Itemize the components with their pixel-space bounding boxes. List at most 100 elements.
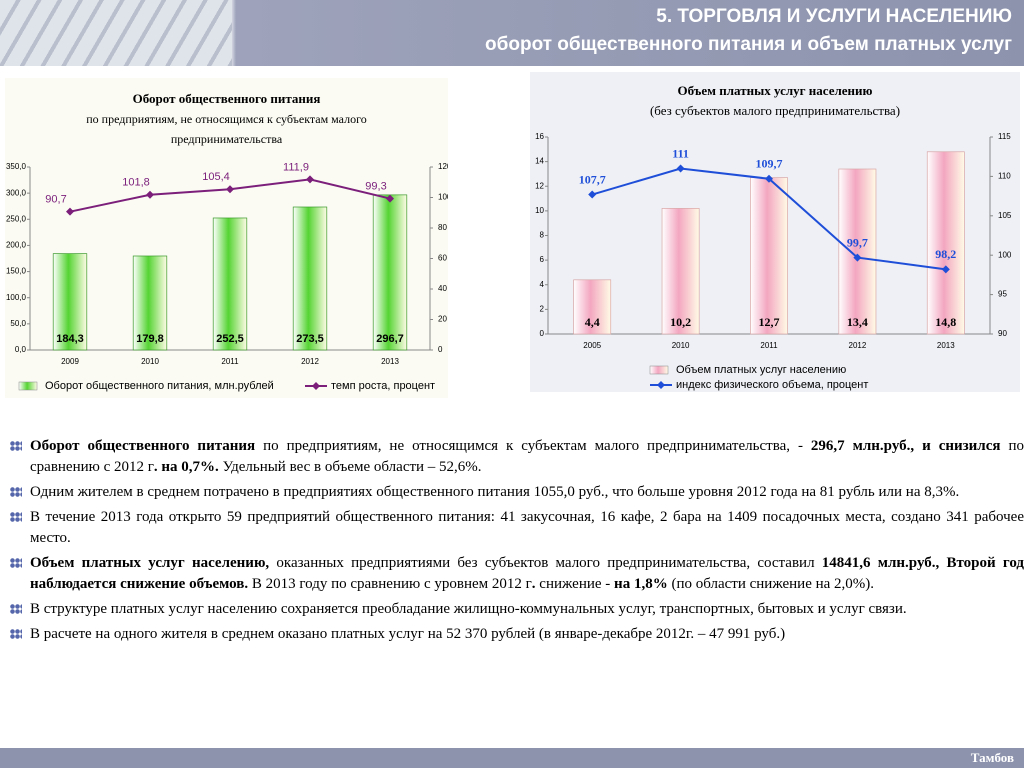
text-run: оказанных предприятиями без субъектов ма… bbox=[269, 555, 822, 571]
y2-tick-label: 40 bbox=[438, 284, 447, 293]
bar bbox=[212, 217, 248, 351]
y-tick-label: 300,0 bbox=[6, 188, 27, 197]
text-run: . на 0,7%. bbox=[153, 459, 219, 475]
line-marker bbox=[66, 207, 74, 216]
y-tick-label: 150,0 bbox=[6, 267, 27, 276]
chart-subtitle: (без субъектов малого предпринимательств… bbox=[650, 103, 900, 118]
bar-label: 296,7 bbox=[376, 333, 404, 345]
y2-tick-label: 120 bbox=[438, 162, 448, 171]
text-run: снижение - bbox=[535, 576, 615, 592]
line-marker bbox=[853, 253, 862, 262]
bar-label: 179,8 bbox=[136, 333, 164, 345]
chart: Объем платных услуг населению (без субъек… bbox=[530, 72, 1020, 392]
y-tick-label: 250,0 bbox=[6, 214, 27, 223]
bar-label: 252,5 bbox=[216, 333, 244, 345]
chart-title: Объем платных услуг населению bbox=[678, 83, 873, 98]
y-tick-label: 12 bbox=[535, 181, 544, 190]
bar bbox=[292, 206, 328, 351]
y2-tick-label: 100 bbox=[438, 193, 448, 202]
y2-tick-label: 100 bbox=[998, 250, 1012, 259]
y-tick-label: 0,0 bbox=[15, 345, 27, 354]
text-run: Объем платных услуг населению, bbox=[30, 555, 270, 571]
text-run: Удельный вес в объеме области – 52,6%. bbox=[218, 459, 482, 475]
text-run: 296,7 млн.руб., и снизился bbox=[810, 438, 1001, 454]
text-run: В 2013 году по сравнению с уровнем 2012 … bbox=[248, 576, 532, 592]
line-marker bbox=[386, 194, 394, 203]
text-run: по предприятиям, не относящимся к субъек… bbox=[255, 438, 811, 454]
header: 5. ТОРГОВЛЯ И УСЛУГИ НАСЕЛЕНИЮ оборот об… bbox=[0, 0, 1024, 66]
y2-tick-label: 115 bbox=[998, 132, 1011, 141]
legend-swatch bbox=[649, 365, 669, 375]
bar bbox=[838, 168, 877, 335]
line-label: 99,3 bbox=[365, 180, 386, 192]
y2-tick-label: 110 bbox=[998, 172, 1011, 181]
legend-marker bbox=[312, 382, 320, 390]
x-tick-label: 2013 bbox=[381, 357, 399, 366]
bar-label: 12,7 bbox=[759, 315, 780, 329]
bar-label: 273,5 bbox=[296, 333, 324, 345]
bar bbox=[750, 177, 788, 335]
x-tick-label: 2012 bbox=[301, 357, 319, 366]
y-tick-label: 0 bbox=[540, 329, 545, 338]
text-run: . bbox=[531, 576, 536, 592]
x-tick-label: 2009 bbox=[61, 357, 79, 366]
text-run: по сравнению с 2012 г bbox=[30, 438, 1024, 475]
y2-tick-label: 0 bbox=[438, 345, 443, 354]
line-label: 109,7 bbox=[756, 157, 783, 171]
line-label: 98,2 bbox=[935, 247, 956, 261]
chart-subtitle: по предприятиям, не относящимся к субъек… bbox=[86, 112, 366, 126]
bar bbox=[132, 255, 168, 351]
line-label: 111 bbox=[672, 146, 689, 160]
line-marker bbox=[588, 190, 597, 199]
line-label: 90,7 bbox=[45, 194, 66, 206]
bar-label: 184,3 bbox=[56, 333, 84, 345]
header-image bbox=[0, 0, 232, 66]
line-marker bbox=[226, 185, 234, 194]
text-run: В расчете на одного жителя в среднем ока… bbox=[30, 626, 786, 642]
y2-tick-label: 60 bbox=[438, 254, 447, 263]
y-tick-label: 10 bbox=[535, 206, 544, 215]
chart: Оборот общественного питания по предприят… bbox=[5, 78, 448, 398]
chart-title: Оборот общественного питания bbox=[133, 91, 321, 106]
y-tick-label: 350,0 bbox=[6, 162, 27, 171]
footer: Тамбов bbox=[0, 748, 1024, 768]
text-run: 14841,6 млн.руб., Второй год наблюдается… bbox=[30, 555, 1024, 592]
y2-tick-label: 20 bbox=[438, 315, 447, 324]
x-tick-label: 2011 bbox=[760, 341, 778, 350]
legend-label: индекс физического объема, процент bbox=[676, 379, 868, 391]
text-run: Одним жителем в среднем потрачено в пред… bbox=[30, 484, 960, 500]
bar-label: 10,2 bbox=[670, 315, 691, 329]
line-marker bbox=[306, 175, 314, 184]
x-tick-label: 2011 bbox=[221, 357, 239, 366]
paragraph: Одним жителем в среднем потрачено в пред… bbox=[8, 482, 1024, 503]
y-tick-label: 4 bbox=[540, 280, 545, 289]
x-tick-label: 2012 bbox=[849, 341, 867, 350]
line-label: 99,7 bbox=[847, 235, 868, 249]
line-label: 101,8 bbox=[122, 177, 150, 189]
line-label: 107,7 bbox=[579, 172, 606, 186]
line-marker bbox=[765, 174, 773, 183]
y-tick-label: 200,0 bbox=[6, 241, 27, 250]
text-run: Оборот общественного питания bbox=[30, 438, 256, 454]
paragraph: В течение 2013 года открыто 59 предприят… bbox=[8, 507, 1024, 549]
legend-marker bbox=[657, 381, 665, 389]
legend-label: Объем платных услуг населению bbox=[676, 364, 846, 376]
x-tick-label: 2010 bbox=[672, 341, 690, 350]
bar bbox=[661, 208, 700, 335]
y-tick-label: 6 bbox=[540, 255, 545, 264]
y-tick-label: 16 bbox=[535, 132, 544, 141]
y2-tick-label: 105 bbox=[998, 211, 1012, 220]
bar-label: 4,4 bbox=[585, 315, 600, 329]
legend-label: темп роста, процент bbox=[331, 380, 435, 392]
paragraph: В структуре платных услуг населению сохр… bbox=[8, 599, 1024, 620]
bar bbox=[372, 194, 408, 351]
line-marker bbox=[941, 265, 950, 274]
x-tick-label: 2005 bbox=[583, 341, 601, 350]
line-label: 111,9 bbox=[283, 161, 309, 173]
paragraph: Оборот общественного питания по предприя… bbox=[8, 436, 1024, 478]
paragraph: Объем платных услуг населению, оказанных… bbox=[8, 553, 1024, 595]
y-tick-label: 14 bbox=[535, 157, 544, 166]
bar-label: 14,8 bbox=[935, 315, 956, 329]
y-tick-label: 50,0 bbox=[10, 319, 26, 328]
